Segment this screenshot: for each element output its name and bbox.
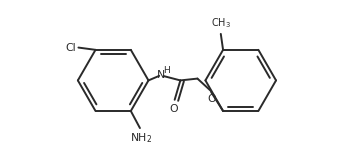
Text: CH$_3$: CH$_3$ (211, 16, 231, 30)
Text: NH$_2$: NH$_2$ (130, 131, 152, 145)
Text: Cl: Cl (65, 43, 76, 53)
Text: O: O (169, 104, 178, 114)
Text: N: N (157, 70, 165, 80)
Text: O: O (208, 94, 216, 104)
Text: H: H (163, 66, 170, 75)
